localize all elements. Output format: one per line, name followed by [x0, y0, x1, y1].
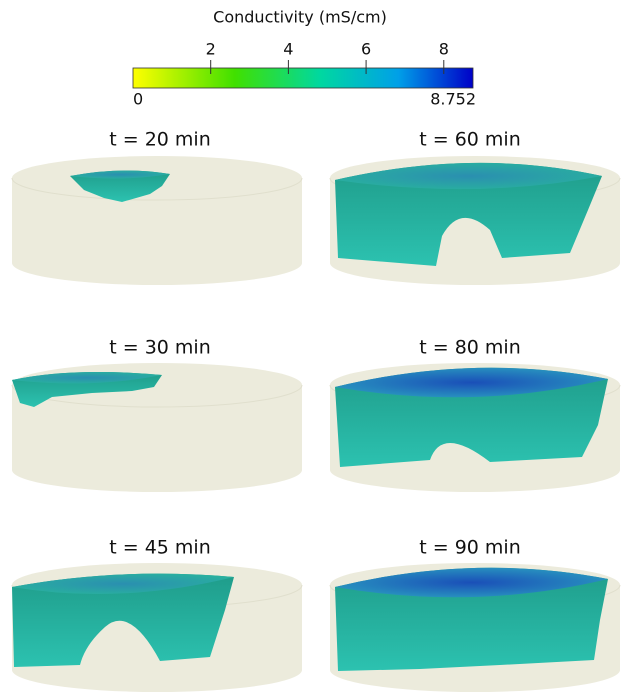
colorbar-tick-label: 6 — [361, 40, 371, 59]
colorbar-max: 8.752 — [430, 90, 476, 109]
figure: Conductivity (mS/cm) 2 4 6 8 0 8.752 t = 20… — [0, 0, 622, 697]
colorbar-tick-label: 4 — [283, 40, 293, 59]
panel-label: t = 90 min — [419, 537, 521, 559]
panel-label: t = 80 min — [419, 337, 521, 359]
panel-label: t = 20 min — [109, 129, 211, 151]
panel-image — [330, 563, 620, 692]
panel-label: t = 60 min — [419, 129, 521, 151]
panel-image — [12, 563, 302, 692]
colorbar-min: 0 — [133, 90, 143, 109]
page: Conductivity (mS/cm) 2 4 6 8 0 8.752 t = 20… — [0, 0, 622, 697]
panel-image — [330, 363, 620, 492]
colorbar — [133, 68, 473, 88]
panel-image — [12, 363, 302, 492]
colorbar-tick-label: 8 — [439, 40, 449, 59]
colorbar-title: Conductivity (mS/cm) — [213, 8, 387, 27]
panel-image — [330, 156, 620, 285]
colorbar-tick-label: 2 — [206, 40, 216, 59]
panel-image — [12, 156, 302, 285]
panel-label: t = 45 min — [109, 537, 211, 559]
panel-label: t = 30 min — [109, 337, 211, 359]
